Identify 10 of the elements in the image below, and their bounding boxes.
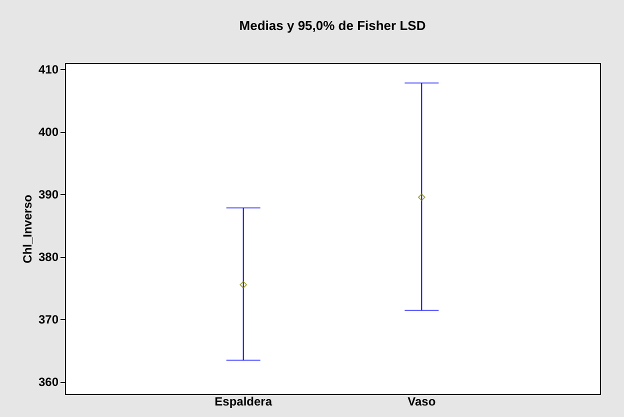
x-tick-label: Espaldera — [214, 394, 272, 408]
y-tick-label: 380 — [38, 250, 59, 264]
y-tick-label: 410 — [38, 62, 59, 77]
y-tick-label: 400 — [38, 125, 59, 140]
x-tick-label: Vaso — [408, 394, 436, 408]
y-tick-label: 370 — [38, 312, 59, 327]
chart-title: Medias y 95,0% de Fisher LSD — [239, 18, 426, 33]
y-axis-title: Chl_Inverso — [20, 194, 34, 264]
y-tick-label: 360 — [38, 375, 59, 390]
y-tick-label: 390 — [38, 188, 59, 202]
